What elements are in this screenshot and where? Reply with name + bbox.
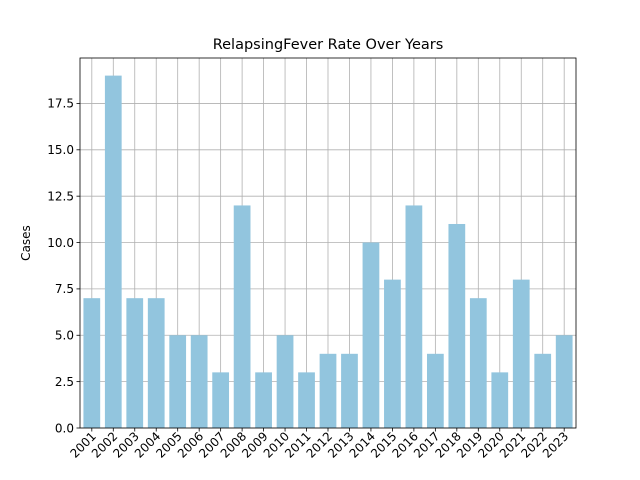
y-tick-label: 12.5 bbox=[47, 189, 74, 203]
plot-frame bbox=[79, 57, 577, 429]
bar-2018 bbox=[448, 223, 466, 428]
bar-2005 bbox=[169, 335, 187, 428]
bar-2010 bbox=[276, 335, 294, 428]
bar-2006 bbox=[190, 335, 208, 428]
bar-2014 bbox=[362, 242, 380, 428]
bar-2012 bbox=[319, 353, 337, 428]
bar-2021 bbox=[512, 279, 530, 428]
bar-2007 bbox=[212, 372, 230, 428]
y-tick-label: 0.0 bbox=[55, 421, 74, 435]
bar-2015 bbox=[384, 279, 401, 428]
bar-2011 bbox=[298, 372, 315, 428]
y-tick-label: 2.5 bbox=[55, 375, 74, 389]
y-tick-label: 17.5 bbox=[47, 97, 74, 111]
bar-2004 bbox=[147, 298, 165, 428]
bar-2016 bbox=[405, 205, 423, 428]
y-axis-ticks: 0.0 2.5 5.0 7.5 10.0 12.5 15.0 17.5 bbox=[47, 97, 80, 435]
y-tick-label: 15.0 bbox=[47, 143, 74, 157]
y-tick-label: 10.0 bbox=[47, 236, 74, 250]
bar-2009 bbox=[255, 372, 272, 428]
y-tick-label: 7.5 bbox=[55, 282, 74, 296]
bar-2001 bbox=[83, 298, 101, 428]
bar-2002 bbox=[104, 75, 122, 428]
chart-title: RelapsingFever Rate Over Years bbox=[213, 37, 444, 53]
bars bbox=[83, 75, 573, 428]
bar-2022 bbox=[534, 353, 552, 428]
y-tick-label: 5.0 bbox=[55, 329, 74, 343]
bar-2013 bbox=[341, 353, 358, 428]
y-axis-label: Cases bbox=[19, 225, 33, 261]
bar-2017 bbox=[426, 353, 444, 428]
bar-2008 bbox=[233, 205, 251, 428]
x-axis-ticks: 2001200220032004200520062007200820092010… bbox=[67, 428, 571, 461]
bar-2003 bbox=[126, 298, 144, 428]
bar-2023 bbox=[555, 335, 573, 428]
bar-2019 bbox=[469, 298, 487, 428]
bar-2020 bbox=[491, 372, 509, 428]
